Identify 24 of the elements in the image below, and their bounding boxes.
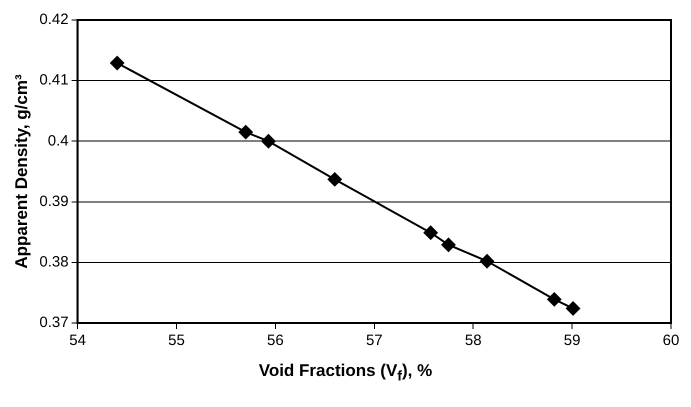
y-axis-title: Apparent Density, g/cm³ [12, 74, 31, 269]
y-tick-label: 0.37 [39, 314, 69, 332]
y-tick-label: 0.38 [39, 254, 69, 271]
point [261, 134, 276, 148]
y-tick-label: 0.41 [39, 72, 69, 89]
x-tick-label: 60 [662, 332, 680, 350]
x-tick-label: 57 [366, 332, 383, 350]
point [238, 125, 253, 140]
point [110, 56, 124, 70]
x-axis-title: Void Fractions (V$_{f}$), % [258, 361, 432, 384]
point [424, 226, 438, 240]
x-tick-label: 58 [464, 332, 482, 350]
x-tick-label: 59 [564, 332, 580, 350]
point [328, 172, 342, 186]
point [566, 301, 580, 316]
point [441, 238, 456, 252]
y-tick-label: 0.42 [39, 11, 69, 28]
x-tick-label: 54 [69, 332, 86, 350]
x-tick-label: 55 [168, 332, 185, 350]
y-tick-label: 0.39 [39, 192, 69, 210]
x-tick-label: 56 [267, 332, 284, 350]
point [547, 292, 562, 306]
y-tick-label: 0.4 [48, 132, 69, 150]
point [480, 254, 494, 268]
